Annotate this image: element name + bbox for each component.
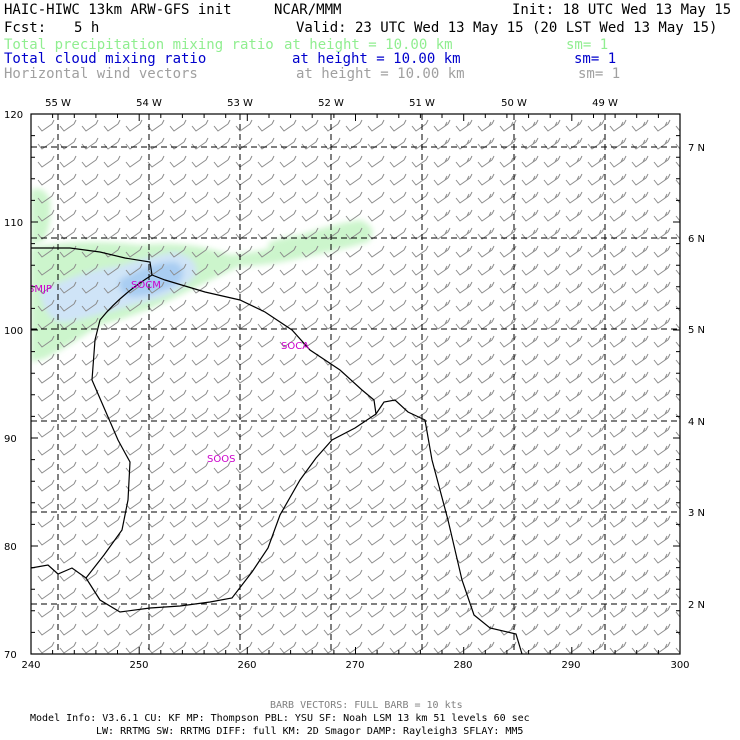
lon-49w: 49 W: [592, 98, 618, 109]
coastline-borders: [31, 247, 523, 654]
field-precip-name: Total precipitation mixing ratio: [4, 37, 274, 53]
x-tick-240: 240: [21, 660, 40, 671]
station-soos: SOOS: [207, 454, 235, 465]
station-labels: SMJP SOCM SOCA SOOS: [28, 280, 309, 465]
field-cloud-name: Total cloud mixing ratio: [4, 51, 206, 67]
field-precip-sm: sm= 1: [566, 37, 608, 53]
lon-53w: 53 W: [227, 98, 253, 109]
lon-55w: 55 W: [45, 98, 71, 109]
field-precip-height: at height = 10.00 km: [284, 37, 453, 53]
y-tick-120: 120: [4, 110, 23, 121]
lon-51w: 51 W: [409, 98, 435, 109]
lat-3n: 3 N: [688, 508, 705, 519]
valid-time: Valid: 23 UTC Wed 13 May 15 (20 LST Wed …: [296, 20, 717, 36]
field-wind-name: Horizontal wind vectors: [4, 66, 198, 82]
lat-4n: 4 N: [688, 417, 705, 428]
field-cloud-sm: sm= 1: [574, 51, 616, 67]
field-cloud-height: at height = 10.00 km: [292, 51, 461, 67]
y-tick-80: 80: [4, 542, 17, 553]
org-label: NCAR/MMM: [274, 2, 341, 18]
x-tick-290: 290: [561, 660, 580, 671]
y-tick-70: 70: [4, 650, 17, 661]
field-wind-sm: sm= 1: [578, 66, 620, 82]
cloud-mixing-ratio-field: [40, 252, 197, 323]
y-tick-100: 100: [4, 326, 23, 337]
y-tick-110: 110: [4, 218, 23, 229]
longitude-labels: 55 W 54 W 53 W 52 W 51 W 50 W 49 W: [45, 98, 618, 109]
model-info-line1: Model Info: V3.6.1 CU: KF MP: Thompson P…: [30, 713, 530, 724]
y-axis-labels: 70 80 90 100 110 120: [4, 110, 23, 661]
barb-legend: BARB VECTORS: FULL BARB = 10 kts: [270, 700, 463, 711]
model-title: HAIC-HIWC 13km ARW-GFS init: [4, 2, 232, 18]
forecast-hours: 5 h: [74, 20, 99, 36]
lat-7n: 7 N: [688, 143, 705, 154]
forecast-label: Fcst:: [4, 20, 46, 36]
init-time: Init: 18 UTC Wed 13 May 15: [512, 2, 731, 18]
station-socm: SOCM: [131, 280, 161, 291]
lat-6n: 6 N: [688, 234, 705, 245]
x-axis-labels: 240 250 260 270 280 290 300: [21, 660, 689, 671]
lat-lon-grid: [31, 114, 680, 654]
axis-tick-marks: [30, 113, 681, 655]
station-soca: SOCA: [281, 341, 309, 352]
x-tick-250: 250: [129, 660, 148, 671]
model-info-line2: LW: RRTMG SW: RRTMG DIFF: full KM: 2D Sm…: [96, 726, 523, 737]
map-panel: SMJP SOCM SOCA SOOS 240 250 260 270 280 …: [4, 98, 705, 671]
wind-barb-field: [37, 119, 680, 654]
lat-2n: 2 N: [688, 600, 705, 611]
field-wind-height: at height = 10.00 km: [296, 66, 465, 82]
lon-54w: 54 W: [136, 98, 162, 109]
lon-52w: 52 W: [318, 98, 344, 109]
x-tick-280: 280: [453, 660, 472, 671]
x-tick-270: 270: [345, 660, 364, 671]
lon-50w: 50 W: [501, 98, 527, 109]
x-tick-300: 300: [670, 660, 689, 671]
x-tick-260: 260: [237, 660, 256, 671]
tick-marks: [30, 113, 681, 655]
latitude-labels: 7 N 6 N 5 N 4 N 3 N 2 N: [688, 143, 705, 611]
y-tick-90: 90: [4, 434, 17, 445]
lat-5n: 5 N: [688, 325, 705, 336]
wind-barbs: [37, 119, 680, 654]
station-smjp: SMJP: [28, 284, 52, 295]
